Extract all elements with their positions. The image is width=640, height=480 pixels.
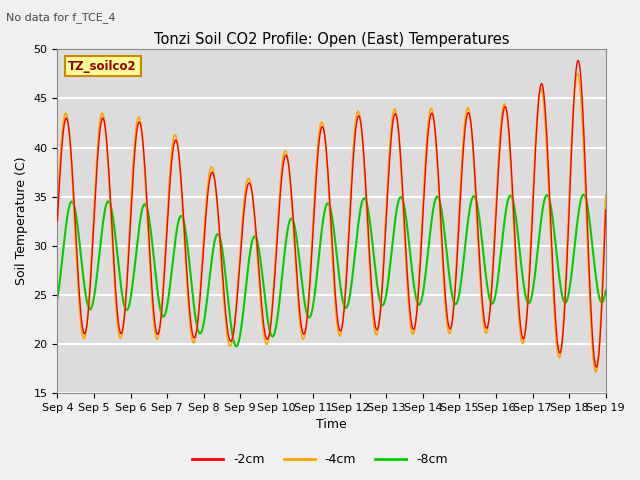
X-axis label: Time: Time	[316, 419, 347, 432]
Legend: -2cm, -4cm, -8cm: -2cm, -4cm, -8cm	[187, 448, 453, 471]
Y-axis label: Soil Temperature (C): Soil Temperature (C)	[15, 157, 28, 286]
Text: TZ_soilco2: TZ_soilco2	[68, 60, 137, 72]
Text: No data for f_TCE_4: No data for f_TCE_4	[6, 12, 116, 23]
Title: Tonzi Soil CO2 Profile: Open (East) Temperatures: Tonzi Soil CO2 Profile: Open (East) Temp…	[154, 32, 509, 47]
